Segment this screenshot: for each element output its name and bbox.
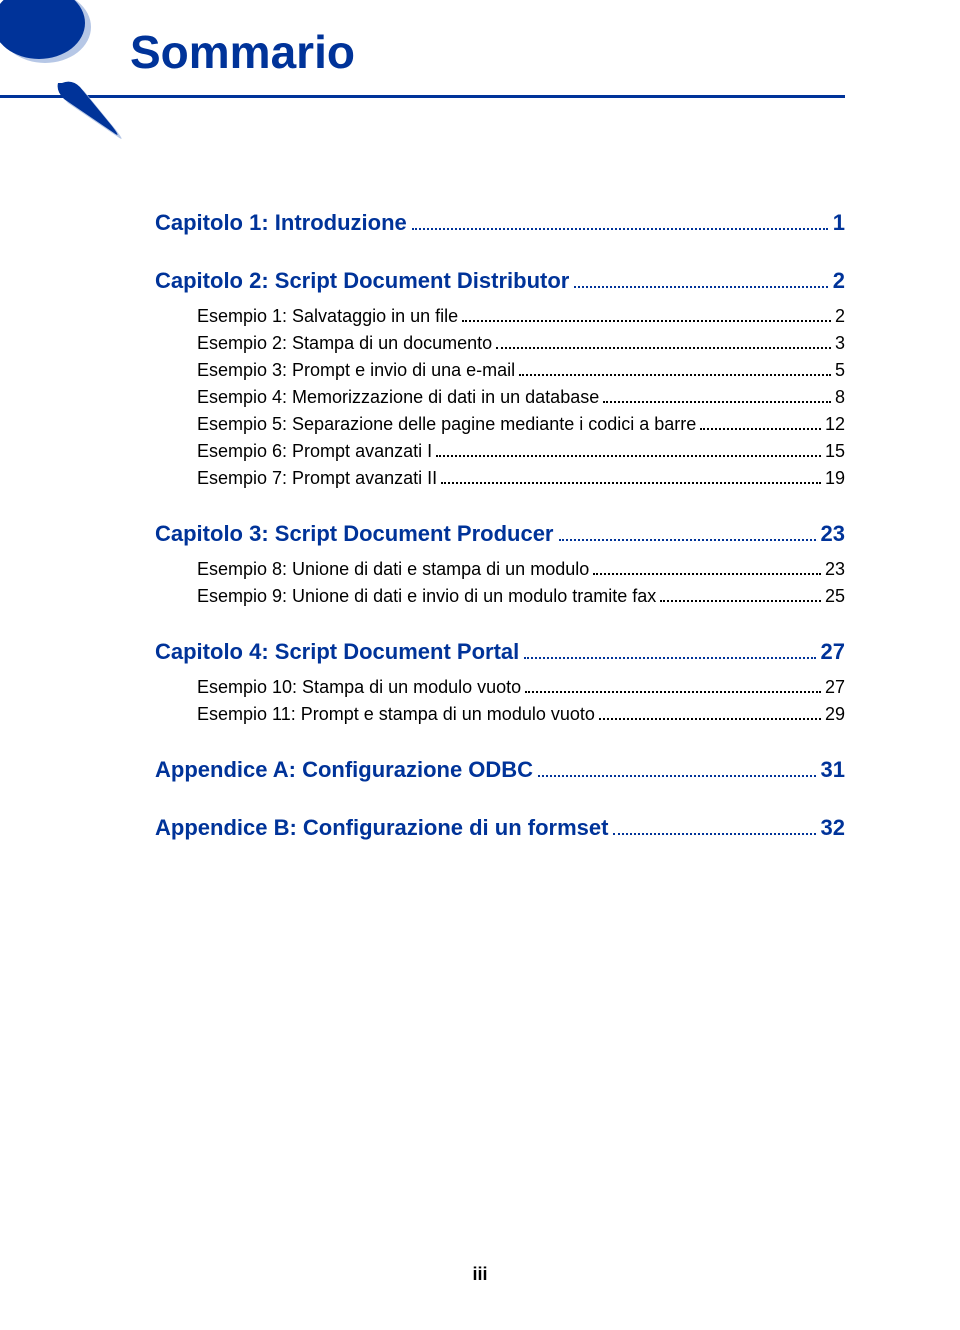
- toc-entry-label: Esempio 3: Prompt e invio di una e-mail: [197, 360, 515, 381]
- toc-entry-page: 15: [825, 441, 845, 462]
- table-of-contents: Capitolo 1: Introduzione 1 Capitolo 2: Sc…: [155, 210, 845, 841]
- leader-dots: [559, 539, 816, 541]
- toc-entry-label: Esempio 9: Unione di dati e invio di un …: [197, 586, 656, 607]
- toc-entry-page: 12: [825, 414, 845, 435]
- toc-entry[interactable]: Esempio 6: Prompt avanzati I 15: [197, 441, 845, 462]
- toc-entry-page: 8: [835, 387, 845, 408]
- toc-entry-label: Esempio 5: Separazione delle pagine medi…: [197, 414, 696, 435]
- leader-dots: [462, 320, 831, 322]
- toc-entry[interactable]: Esempio 1: Salvataggio in un file 2: [197, 306, 845, 327]
- appendix-page: 31: [821, 757, 845, 783]
- toc-entry-page: 29: [825, 704, 845, 725]
- leader-dots: [700, 428, 821, 430]
- leader-dots: [599, 718, 821, 720]
- toc-entry[interactable]: Esempio 4: Memorizzazione di dati in un …: [197, 387, 845, 408]
- page-number: iii: [0, 1264, 960, 1285]
- toc-entry[interactable]: Esempio 3: Prompt e invio di una e-mail …: [197, 360, 845, 381]
- toc-entry-label: Esempio 1: Salvataggio in un file: [197, 306, 458, 327]
- toc-entry[interactable]: Esempio 8: Unione di dati e stampa di un…: [197, 559, 845, 580]
- chapter-label: Capitolo 4: Script Document Portal: [155, 639, 519, 665]
- page-title: Sommario: [130, 25, 355, 79]
- toc-entry-page: 3: [835, 333, 845, 354]
- toc-entry-label: Esempio 11: Prompt e stampa di un modulo…: [197, 704, 595, 725]
- chapter-page: 27: [821, 639, 845, 665]
- leader-dots: [613, 833, 815, 835]
- toc-entry[interactable]: Esempio 2: Stampa di un documento 3: [197, 333, 845, 354]
- leader-dots: [603, 401, 831, 403]
- appendix-label: Appendice A: Configurazione ODBC: [155, 757, 533, 783]
- chapter-label: Capitolo 3: Script Document Producer: [155, 521, 554, 547]
- toc-entry-page: 2: [835, 306, 845, 327]
- toc-entry[interactable]: Esempio 11: Prompt e stampa di un modulo…: [197, 704, 845, 725]
- chapter-row[interactable]: Capitolo 3: Script Document Producer 23: [155, 521, 845, 547]
- toc-entry-page: 23: [825, 559, 845, 580]
- chapter-label: Capitolo 2: Script Document Distributor: [155, 268, 569, 294]
- leader-dots: [593, 573, 821, 575]
- leader-dots: [496, 347, 831, 349]
- leader-dots: [519, 374, 831, 376]
- appendix-label: Appendice B: Configurazione di un formse…: [155, 815, 608, 841]
- leader-dots: [660, 600, 821, 602]
- appendix-page: 32: [821, 815, 845, 841]
- toc-entry[interactable]: Esempio 9: Unione di dati e invio di un …: [197, 586, 845, 607]
- leader-dots: [441, 482, 821, 484]
- leader-dots: [412, 228, 828, 230]
- toc-entry-label: Esempio 10: Stampa di un modulo vuoto: [197, 677, 521, 698]
- toc-entry-page: 25: [825, 586, 845, 607]
- chapter-page: 2: [833, 268, 845, 294]
- chapter-page: 23: [821, 521, 845, 547]
- toc-entry[interactable]: Esempio 5: Separazione delle pagine medi…: [197, 414, 845, 435]
- chapter-row[interactable]: Capitolo 4: Script Document Portal 27: [155, 639, 845, 665]
- leader-dots: [574, 286, 827, 288]
- chapter-row[interactable]: Capitolo 1: Introduzione 1: [155, 210, 845, 236]
- toc-entry[interactable]: Esempio 10: Stampa di un modulo vuoto 27: [197, 677, 845, 698]
- leader-dots: [436, 455, 821, 457]
- appendix-row[interactable]: Appendice B: Configurazione di un formse…: [155, 815, 845, 841]
- chapter-row[interactable]: Capitolo 2: Script Document Distributor …: [155, 268, 845, 294]
- chapter-label: Capitolo 1: Introduzione: [155, 210, 407, 236]
- chapter-page: 1: [833, 210, 845, 236]
- leader-dots: [525, 691, 821, 693]
- toc-entry-label: Esempio 2: Stampa di un documento: [197, 333, 492, 354]
- appendix-row[interactable]: Appendice A: Configurazione ODBC 31: [155, 757, 845, 783]
- toc-entry-label: Esempio 4: Memorizzazione di dati in un …: [197, 387, 599, 408]
- leader-dots: [524, 657, 815, 659]
- toc-entry-page: 5: [835, 360, 845, 381]
- leader-dots: [538, 775, 815, 777]
- toc-entry-label: Esempio 7: Prompt avanzati II: [197, 468, 437, 489]
- toc-entry[interactable]: Esempio 7: Prompt avanzati II 19: [197, 468, 845, 489]
- toc-entry-page: 27: [825, 677, 845, 698]
- toc-entry-label: Esempio 6: Prompt avanzati I: [197, 441, 432, 462]
- toc-entry-page: 19: [825, 468, 845, 489]
- toc-entry-label: Esempio 8: Unione di dati e stampa di un…: [197, 559, 589, 580]
